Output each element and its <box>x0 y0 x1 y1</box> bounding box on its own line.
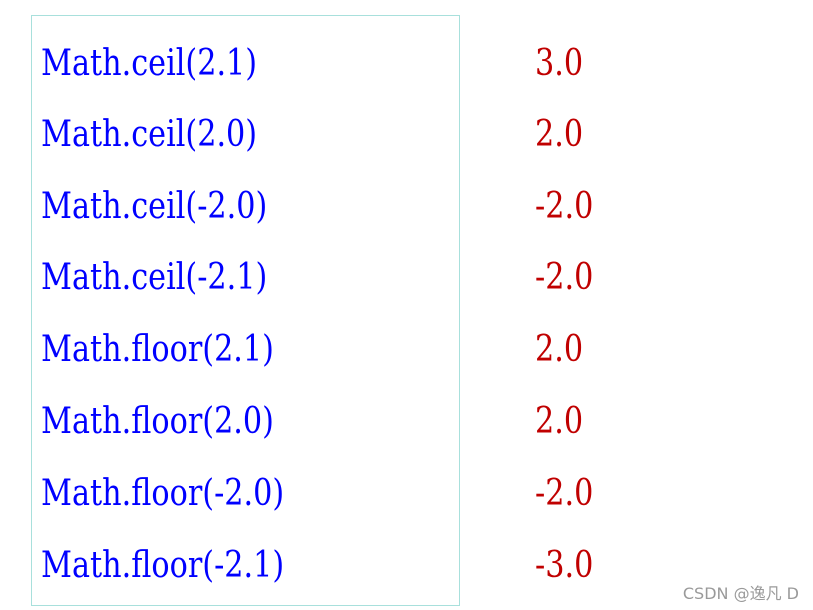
table-row: Math.ceil(-2.1) -2.0 <box>0 253 813 303</box>
expression-text: Math.floor(2.0) <box>41 401 274 442</box>
result-text: 3.0 <box>535 43 584 84</box>
expression-text: Math.floor(-2.1) <box>41 545 285 586</box>
expression-text: Math.floor(2.1) <box>41 329 274 370</box>
table-row: Math.floor(-2.0) -2.0 <box>0 469 813 519</box>
table-row: Math.ceil(2.1) 3.0 <box>0 39 813 89</box>
result-text: 2.0 <box>535 114 584 155</box>
table-row: Math.ceil(-2.0) -2.0 <box>0 182 813 232</box>
expression-text: Math.floor(-2.0) <box>41 473 285 514</box>
table-row: Math.floor(-2.1) -3.0 <box>0 541 813 591</box>
table-row: Math.floor(2.0) 2.0 <box>0 397 813 447</box>
expression-text: Math.ceil(-2.1) <box>41 257 268 298</box>
expression-text: Math.ceil(2.1) <box>41 43 258 84</box>
result-text: -3.0 <box>535 545 594 586</box>
result-text: 2.0 <box>535 401 584 442</box>
table-row: Math.ceil(2.0) 2.0 <box>0 110 813 160</box>
table-row: Math.floor(2.1) 2.0 <box>0 325 813 375</box>
expression-text: Math.ceil(2.0) <box>41 114 258 155</box>
result-text: 2.0 <box>535 329 584 370</box>
result-text: -2.0 <box>535 186 594 227</box>
watermark: CSDN @逸凡 D <box>682 584 799 603</box>
expression-text: Math.ceil(-2.0) <box>41 186 268 227</box>
code-box <box>31 15 460 606</box>
result-text: -2.0 <box>535 257 594 298</box>
result-text: -2.0 <box>535 473 594 514</box>
